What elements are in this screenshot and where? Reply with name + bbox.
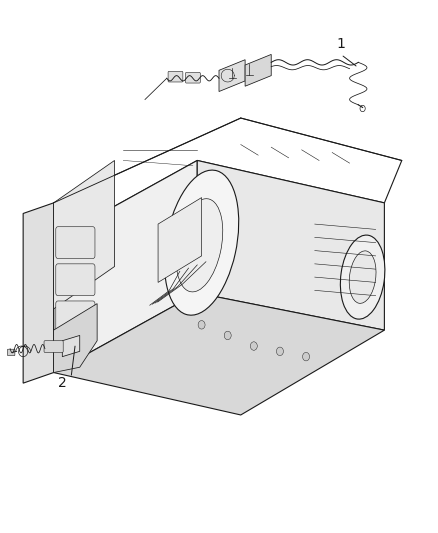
Polygon shape xyxy=(62,335,80,357)
Polygon shape xyxy=(245,54,271,86)
Circle shape xyxy=(276,347,283,356)
FancyBboxPatch shape xyxy=(185,72,200,83)
Polygon shape xyxy=(158,198,201,282)
FancyBboxPatch shape xyxy=(56,264,95,296)
Polygon shape xyxy=(53,160,115,309)
Ellipse shape xyxy=(176,199,223,292)
Polygon shape xyxy=(23,203,53,383)
Circle shape xyxy=(198,320,205,329)
Text: 2: 2 xyxy=(58,376,67,390)
Circle shape xyxy=(224,331,231,340)
FancyBboxPatch shape xyxy=(56,301,95,333)
Polygon shape xyxy=(197,160,385,330)
FancyBboxPatch shape xyxy=(44,341,63,352)
Polygon shape xyxy=(53,160,197,373)
FancyBboxPatch shape xyxy=(168,71,183,82)
Polygon shape xyxy=(53,304,97,373)
Polygon shape xyxy=(53,293,385,415)
Ellipse shape xyxy=(164,170,239,315)
Polygon shape xyxy=(219,60,245,92)
Ellipse shape xyxy=(340,235,385,319)
FancyBboxPatch shape xyxy=(7,349,15,356)
Text: 1: 1 xyxy=(336,37,345,51)
FancyBboxPatch shape xyxy=(56,227,95,259)
Ellipse shape xyxy=(349,251,376,303)
Circle shape xyxy=(251,342,257,350)
Circle shape xyxy=(303,352,310,361)
